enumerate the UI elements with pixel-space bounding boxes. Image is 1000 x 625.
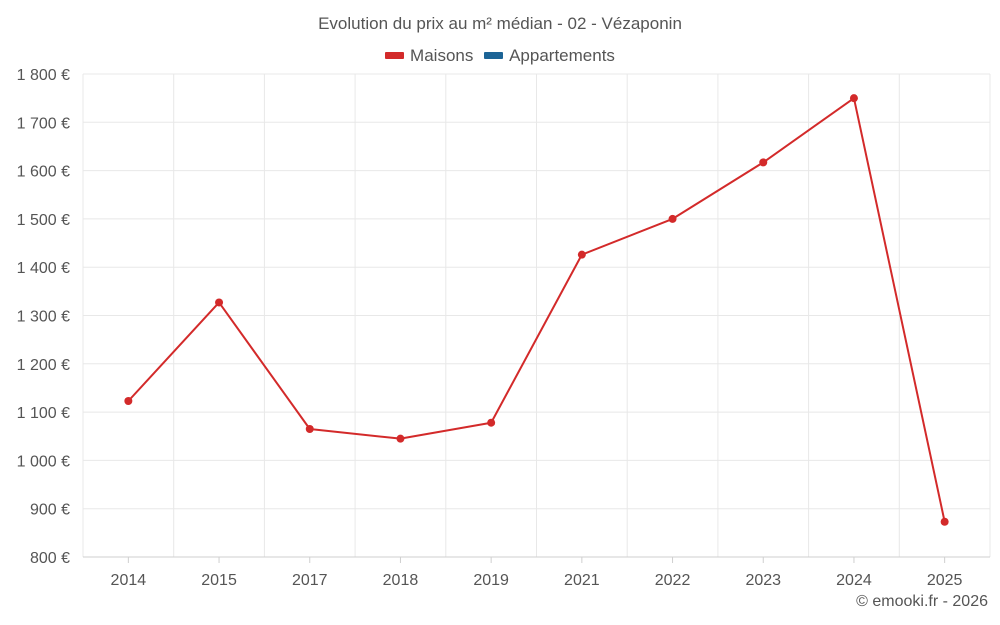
x-tick-label: 2024: [836, 572, 872, 589]
legend-label-maisons: Maisons: [410, 45, 474, 65]
data-point-maisons-2025[interactable]: [940, 517, 949, 526]
data-point-maisons-2019[interactable]: [487, 418, 496, 427]
legend-item-maisons[interactable]: Maisons: [385, 46, 473, 66]
x-tick-label: 2019: [473, 572, 509, 589]
x-tick-label: 2021: [564, 572, 600, 589]
data-point-maisons-2015[interactable]: [215, 298, 224, 307]
data-point-maisons-2024[interactable]: [849, 94, 858, 103]
y-tick-label: 1 800 €: [17, 67, 70, 84]
data-point-maisons-2018[interactable]: [396, 434, 405, 443]
chart-legend: Maisons Appartements: [0, 44, 1000, 66]
x-tick-label: 2015: [201, 572, 237, 589]
y-tick-label: 1 300 €: [17, 309, 70, 326]
x-tick-label: 2017: [292, 572, 328, 589]
data-point-maisons-2017[interactable]: [305, 425, 314, 434]
y-tick-label: 1 600 €: [17, 164, 70, 181]
legend-label-appartements: Appartements: [509, 45, 615, 65]
x-tick-label: 2022: [655, 572, 691, 589]
x-tick-label: 2025: [927, 572, 963, 589]
x-tick-label: 2014: [111, 572, 147, 589]
credit-text: © emooki.fr - 2026: [856, 593, 988, 610]
series-line-maisons: [127, 97, 946, 522]
legend-item-appartements[interactable]: Appartements: [484, 46, 615, 66]
y-tick-label: 800 €: [30, 550, 70, 567]
y-tick-label: 1 100 €: [17, 405, 70, 422]
data-point-maisons-2022[interactable]: [668, 214, 677, 223]
data-point-maisons-2021[interactable]: [577, 250, 586, 259]
y-tick-label: 1 000 €: [17, 453, 70, 470]
x-tick-label: 2023: [745, 572, 781, 589]
y-tick-label: 1 500 €: [17, 212, 70, 229]
y-tick-label: 1 200 €: [17, 357, 70, 374]
x-tick-label: 2018: [383, 572, 419, 589]
legend-swatch-appartements: [484, 52, 504, 59]
data-point-maisons-2014[interactable]: [124, 396, 133, 405]
data-point-maisons-2023[interactable]: [759, 158, 768, 167]
y-tick-label: 1 700 €: [17, 115, 70, 132]
legend-swatch-maisons: [385, 52, 405, 59]
chart-title: Evolution du prix au m² médian - 02 - Vé…: [318, 14, 682, 33]
y-tick-label: 900 €: [30, 502, 70, 519]
y-tick-label: 1 400 €: [17, 260, 70, 277]
